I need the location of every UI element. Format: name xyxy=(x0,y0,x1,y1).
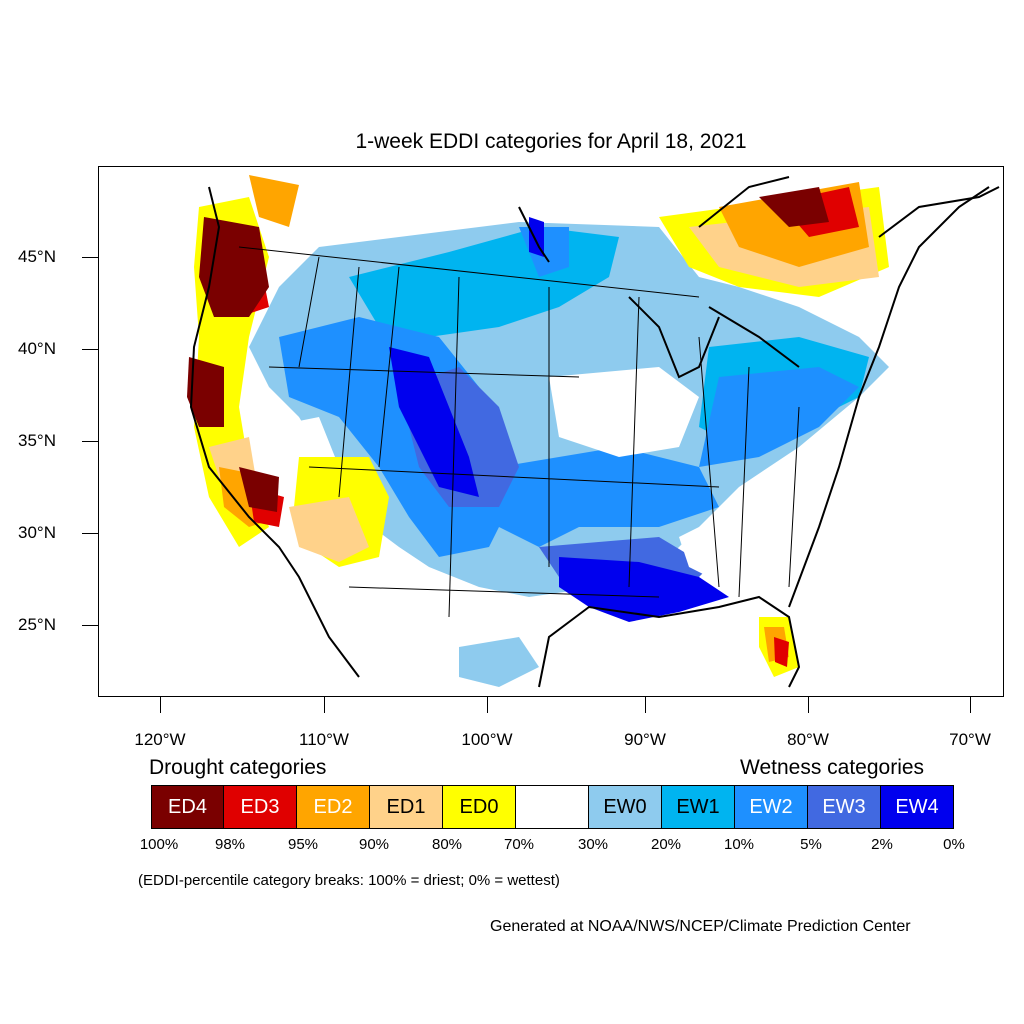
lat-tick-40 xyxy=(82,349,98,350)
lon-label-70: 70°W xyxy=(949,730,991,749)
legend-box-ew0: EW0 xyxy=(589,785,662,829)
lat-label-40: 40°N xyxy=(18,339,56,358)
legend-box-ew2: EW2 xyxy=(735,785,808,829)
legend-box-ew1: EW1 xyxy=(662,785,735,829)
lon-label-90: 90°W xyxy=(624,730,666,749)
coastlines xyxy=(189,176,1000,688)
lon-label-100: 100°W xyxy=(461,730,513,749)
lat-label-45: 45°N xyxy=(18,247,56,266)
lat-label-35: 35°N xyxy=(18,431,56,450)
credit-line: Generated at NOAA/NWS/NCEP/Climate Predi… xyxy=(490,918,911,935)
lon-label-110: 110°W xyxy=(299,730,349,749)
legend-label-ed0: ED0 xyxy=(459,795,499,818)
lon-tick-110 xyxy=(324,697,325,713)
eddi-map xyxy=(98,166,1004,697)
lon-label-80: 80°W xyxy=(787,730,829,749)
pct-label: 90% xyxy=(358,836,390,853)
legend-box-ed2: ED2 xyxy=(297,785,370,829)
legend-box-ed4: ED4 xyxy=(151,785,224,829)
state-boundaries xyxy=(238,246,800,618)
lon-tick-80 xyxy=(808,697,809,713)
pct-label: 80% xyxy=(431,836,463,853)
pct-label: 0% xyxy=(943,836,965,853)
lat-label-30: 30°N xyxy=(18,523,56,542)
legend-box-ed0: ED0 xyxy=(443,785,516,829)
legend-label-ed3: ED3 xyxy=(240,795,280,818)
wetness-heading: Wetness categories xyxy=(740,756,925,779)
legend-colorbar: ED4 ED3 ED2 ED1 ED0 EW0 EW1 EW2 EW3 EW4 xyxy=(151,785,954,829)
legend-label-ed1: ED1 xyxy=(386,795,426,818)
legend-label-ew2: EW2 xyxy=(749,795,793,818)
map-canvas xyxy=(187,175,1000,688)
lon-tick-70 xyxy=(970,697,971,713)
lon-tick-120 xyxy=(160,697,161,713)
ew4-regions xyxy=(389,217,729,622)
ed4-regions xyxy=(187,187,829,512)
pct-label: 30% xyxy=(577,836,609,853)
category-breaks-note: (EDDI-percentile category breaks: 100% =… xyxy=(138,872,560,889)
lat-tick-45 xyxy=(82,257,98,258)
legend-box-ed1: ED1 xyxy=(370,785,443,829)
pct-label: 70% xyxy=(503,836,535,853)
legend-box-ew4: EW4 xyxy=(881,785,954,829)
lon-tick-100 xyxy=(487,697,488,713)
map-title: 1-week EDDI categories for April 18, 202… xyxy=(355,130,747,153)
pct-label: 5% xyxy=(800,836,822,853)
lon-label-120: 120°W xyxy=(134,730,186,749)
pct-label: 20% xyxy=(650,836,682,853)
legend-label-ed4: ED4 xyxy=(168,795,207,818)
lat-tick-35 xyxy=(82,441,98,442)
lat-tick-25 xyxy=(82,625,98,626)
legend-box-normal xyxy=(516,785,589,829)
legend-label-ew3: EW3 xyxy=(822,795,866,818)
legend-label-ew0: EW0 xyxy=(603,795,647,818)
pct-label: 95% xyxy=(287,836,319,853)
pct-label: 100% xyxy=(139,836,179,853)
legend-label-ew1: EW1 xyxy=(676,795,720,818)
pct-label: 10% xyxy=(723,836,755,853)
lon-tick-90 xyxy=(645,697,646,713)
legend-box-ed3: ED3 xyxy=(224,785,297,829)
lat-tick-30 xyxy=(82,533,98,534)
legend-box-ew3: EW3 xyxy=(808,785,881,829)
legend-label-ed2: ED2 xyxy=(313,795,353,818)
pct-label: 98% xyxy=(214,836,246,853)
drought-heading: Drought categories xyxy=(149,756,327,779)
legend-label-ew4: EW4 xyxy=(895,795,939,818)
lat-label-25: 25°N xyxy=(18,615,56,634)
pct-label: 2% xyxy=(871,836,893,853)
